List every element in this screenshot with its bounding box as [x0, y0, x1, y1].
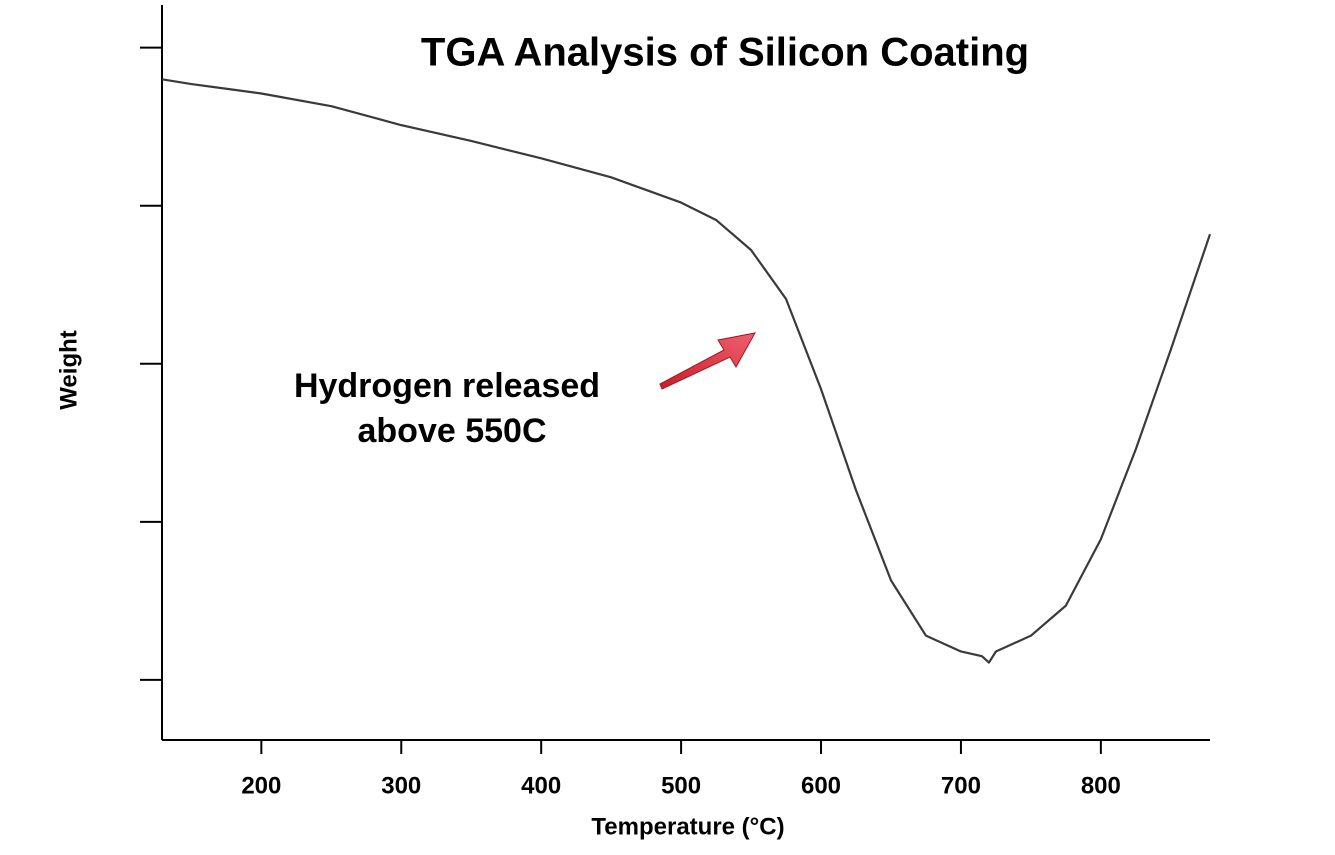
annotation: Hydrogen released	[294, 367, 600, 405]
x-tick-label: 400	[521, 772, 561, 799]
data-line	[161, 78, 1212, 664]
x-tick-label: 200	[241, 772, 281, 799]
x-tick-label: 500	[661, 772, 701, 799]
chart-title: TGA Analysis of Silicon Coating	[421, 31, 1029, 75]
x-axis-label: Temperature (°C)	[591, 813, 784, 840]
y-axis-label: Weight	[55, 330, 82, 410]
x-tick-label: 600	[801, 772, 841, 799]
x-tick-label: 300	[381, 772, 421, 799]
x-tick-label: 800	[1081, 772, 1121, 799]
x-tick-label: 700	[941, 772, 981, 799]
annotation: above 550C	[358, 412, 547, 450]
annotation-arrow	[659, 332, 756, 390]
